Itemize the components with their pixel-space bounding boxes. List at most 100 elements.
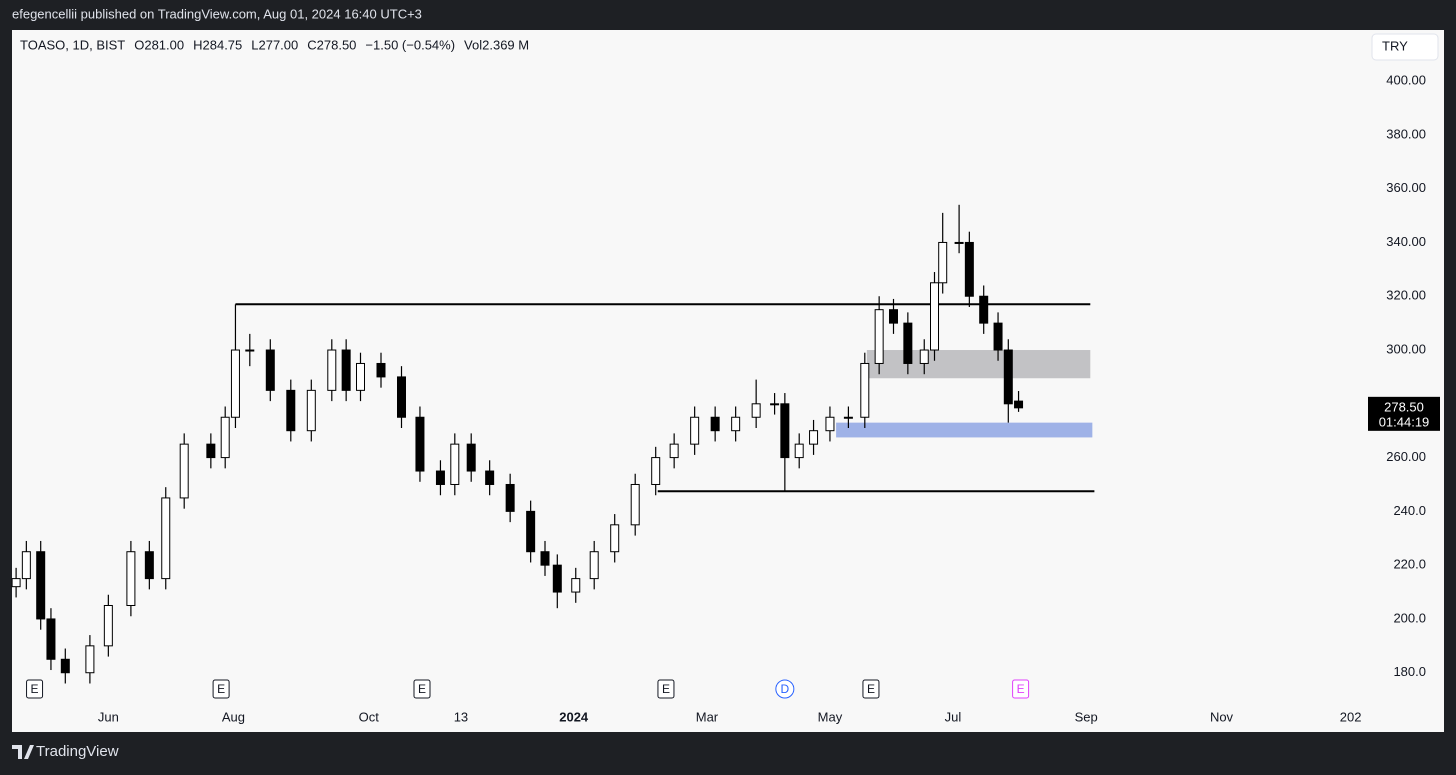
candle-body: [1014, 400, 1024, 409]
candle-body: [751, 403, 761, 418]
candle-body: [993, 322, 1003, 351]
candle-body: [669, 443, 679, 459]
candle-body: [435, 470, 445, 485]
candle-body: [889, 309, 898, 324]
candle-body: [964, 241, 974, 297]
y-tick-label: 240.0: [1393, 503, 1426, 518]
candle-body: [265, 349, 275, 391]
candle-body: [1003, 349, 1013, 405]
event-label: E: [31, 682, 39, 696]
y-tick-label: 200.0: [1393, 610, 1426, 625]
candle-body: [206, 443, 216, 459]
candle-body: [21, 551, 31, 580]
candle-body: [245, 349, 255, 352]
candle-body: [825, 416, 835, 432]
legend-item: L277.00: [251, 37, 298, 52]
y-tick-label: 400.00: [1386, 73, 1426, 88]
y-tick-label: 220.0: [1393, 557, 1426, 572]
candle-body: [60, 658, 70, 674]
candle-body: [161, 497, 171, 580]
chart-area: [12, 30, 1444, 732]
candle-body: [843, 416, 853, 419]
x-tick-label: Jul: [945, 709, 962, 724]
y-tick-label: 320.00: [1386, 288, 1426, 303]
currency: TRY: [1382, 38, 1408, 53]
candle-body: [485, 470, 495, 485]
candle-body: [126, 551, 136, 606]
zone: [866, 350, 1091, 379]
x-tick-label: Mar: [696, 709, 719, 724]
event-label: E: [217, 682, 225, 696]
candle-body: [526, 510, 536, 553]
candle-body: [860, 362, 870, 418]
candle-body: [690, 416, 700, 445]
candle-body: [306, 389, 316, 432]
y-tick-label: 180.0: [1393, 664, 1426, 679]
event-label: E: [867, 682, 875, 696]
candle-body: [979, 295, 989, 324]
brand: TradingView: [36, 743, 119, 760]
candle-body: [710, 416, 720, 432]
legend-item: Vol2.369 M: [464, 37, 529, 52]
candle-body: [589, 551, 599, 580]
candle-body: [450, 443, 460, 485]
candle-body: [144, 551, 154, 580]
brand-logo: [12, 745, 34, 759]
y-tick-label: 360.00: [1386, 180, 1426, 195]
legend-item: C278.50: [307, 37, 356, 52]
candle-body: [415, 416, 425, 472]
candle-body: [540, 551, 550, 566]
price-tag-label: 278.50: [1384, 399, 1424, 414]
candle-body: [46, 618, 56, 660]
x-tick-label: Aug: [222, 709, 245, 724]
legend: TOASO, 1D, BIST O281.00 H284.75 L277.00 C278…: [20, 37, 529, 52]
candle-body: [919, 349, 929, 364]
currency-button[interactable]: [1371, 33, 1439, 61]
x-tick-label: Oct: [359, 709, 380, 724]
candle-body: [903, 322, 913, 364]
candle-body: [938, 241, 948, 284]
candle-body: [794, 443, 804, 459]
event-badge: [1012, 679, 1030, 699]
candle-body: [630, 483, 640, 526]
candle-body: [179, 443, 189, 499]
candle-body: [731, 416, 741, 432]
candle-body: [874, 309, 884, 364]
event-label: D: [781, 682, 790, 696]
candle-body: [341, 349, 351, 391]
candle-body: [610, 524, 620, 553]
published-line: efegencellii published on TradingView.co…: [12, 6, 422, 21]
candle-body: [552, 564, 562, 593]
event-label: E: [662, 682, 670, 696]
candle-body: [954, 241, 964, 244]
legend-item: TOASO, 1D, BIST: [20, 37, 125, 52]
candle-body: [11, 578, 21, 588]
event-badge: [862, 679, 880, 699]
x-tick-label: 2024: [559, 709, 589, 724]
x-tick-label: Nov: [1210, 709, 1234, 724]
candle-body: [571, 578, 581, 593]
event-label: E: [1017, 682, 1025, 696]
candle-body: [327, 349, 337, 391]
candle-body: [651, 457, 661, 485]
candle-body: [770, 403, 780, 406]
x-tick-label: 202: [1340, 709, 1362, 724]
candle-body: [85, 645, 95, 674]
price-tag: [1368, 396, 1440, 431]
candle-body: [103, 604, 113, 647]
event-badge: [657, 679, 675, 699]
candle-body: [220, 416, 230, 459]
y-tick-label: 260.00: [1386, 449, 1426, 464]
event-badge: [775, 679, 795, 699]
event-badge: [413, 679, 431, 699]
candle-body: [780, 403, 790, 459]
price-countdown: 01:44:19: [1379, 414, 1430, 429]
zone: [836, 422, 1093, 438]
y-tick-label: 300.00: [1386, 341, 1426, 356]
x-tick-label: 13: [454, 709, 468, 724]
candle-body: [230, 349, 240, 418]
event-badge: [26, 679, 44, 699]
candle-body: [505, 483, 515, 512]
y-tick-label: 340.00: [1386, 234, 1426, 249]
